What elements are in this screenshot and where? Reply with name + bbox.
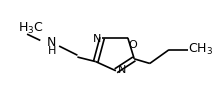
Text: N: N [93,34,101,44]
Text: CH$_3$: CH$_3$ [188,42,213,57]
Text: N: N [118,65,126,75]
Text: O: O [129,40,137,50]
Text: H$_3$C: H$_3$C [18,21,43,36]
Text: H: H [48,46,56,56]
Text: N: N [47,36,56,49]
